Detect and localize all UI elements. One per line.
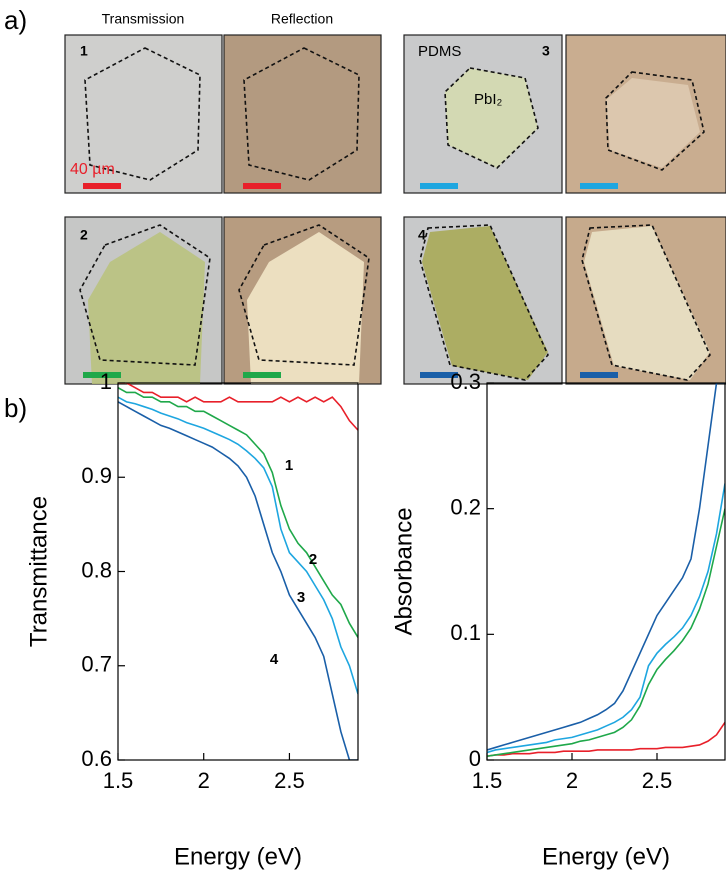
flake (606, 78, 700, 168)
x-tick-label: 1.5 (472, 768, 503, 793)
image-tile (223, 34, 382, 194)
x-tick-label: 1.5 (103, 768, 134, 793)
column-header: Transmission (102, 11, 185, 27)
y-axis-label: Absorbance (390, 507, 417, 635)
outline (84, 47, 201, 181)
outline (79, 224, 211, 366)
y-tick-label: 0 (469, 746, 481, 771)
scale-label: 40 µm (70, 161, 115, 178)
data-line (487, 721, 725, 758)
x-axis-label: Energy (eV) (174, 843, 302, 870)
substrate-label: PDMS (418, 43, 461, 60)
scale-bar (243, 372, 281, 378)
y-tick-label: 0.9 (81, 463, 112, 488)
data-line (487, 508, 725, 758)
x-axis-label: Energy (eV) (542, 843, 670, 870)
outline (581, 224, 711, 381)
scale-bar (83, 183, 121, 189)
sample-number: 2 (80, 227, 88, 243)
series-label: 3 (297, 589, 305, 606)
data-line (118, 396, 358, 695)
series-label: 2 (309, 551, 317, 568)
data-line (487, 383, 725, 751)
panel-label: a) (4, 5, 27, 35)
y-tick-label: 0.3 (450, 369, 481, 394)
y-tick-label: 1 (100, 369, 112, 394)
scale-bar (420, 372, 458, 378)
series-label: 4 (270, 651, 279, 668)
flake (445, 68, 538, 168)
scale-bar (420, 183, 458, 189)
y-axis-label: Transmittance (25, 496, 52, 647)
y-tick-label: 0.7 (81, 652, 112, 677)
data-line (118, 401, 358, 760)
scale-bar (243, 183, 281, 189)
series-label: 1 (285, 457, 293, 474)
outline (419, 224, 549, 381)
scale-bar (83, 372, 121, 378)
sample-number: 4 (418, 227, 426, 243)
scale-bar (580, 183, 618, 189)
flake (422, 226, 548, 380)
data-line (118, 383, 358, 431)
image-tile (64, 34, 223, 194)
sample-number: 1 (80, 43, 88, 59)
column-header: Reflection (271, 11, 333, 27)
sample-number: 3 (542, 43, 550, 59)
y-tick-label: 0.6 (81, 746, 112, 771)
x-tick-label: 2.5 (642, 768, 673, 793)
flake (88, 232, 205, 384)
x-tick-label: 2.5 (274, 768, 305, 793)
outline (243, 47, 360, 181)
plot-frame (117, 382, 359, 761)
outline (238, 224, 370, 366)
outline (605, 71, 705, 171)
plot-frame (486, 382, 726, 761)
y-tick-label: 0.1 (450, 620, 481, 645)
crystal-label: PbI₂ (474, 91, 503, 108)
x-tick-label: 2 (566, 768, 578, 793)
y-tick-label: 0.2 (450, 494, 481, 519)
micrographs: 1 2 3 4 40 µm PDMS PbI₂ (64, 34, 726, 385)
y-tick-label: 0.8 (81, 557, 112, 582)
scale-bar (580, 372, 618, 378)
panel-label: b) (4, 393, 27, 423)
flake (247, 232, 364, 384)
data-line (118, 387, 358, 638)
flake (584, 226, 710, 380)
data-line (487, 483, 725, 754)
outline (444, 67, 539, 169)
x-tick-label: 2 (198, 768, 210, 793)
